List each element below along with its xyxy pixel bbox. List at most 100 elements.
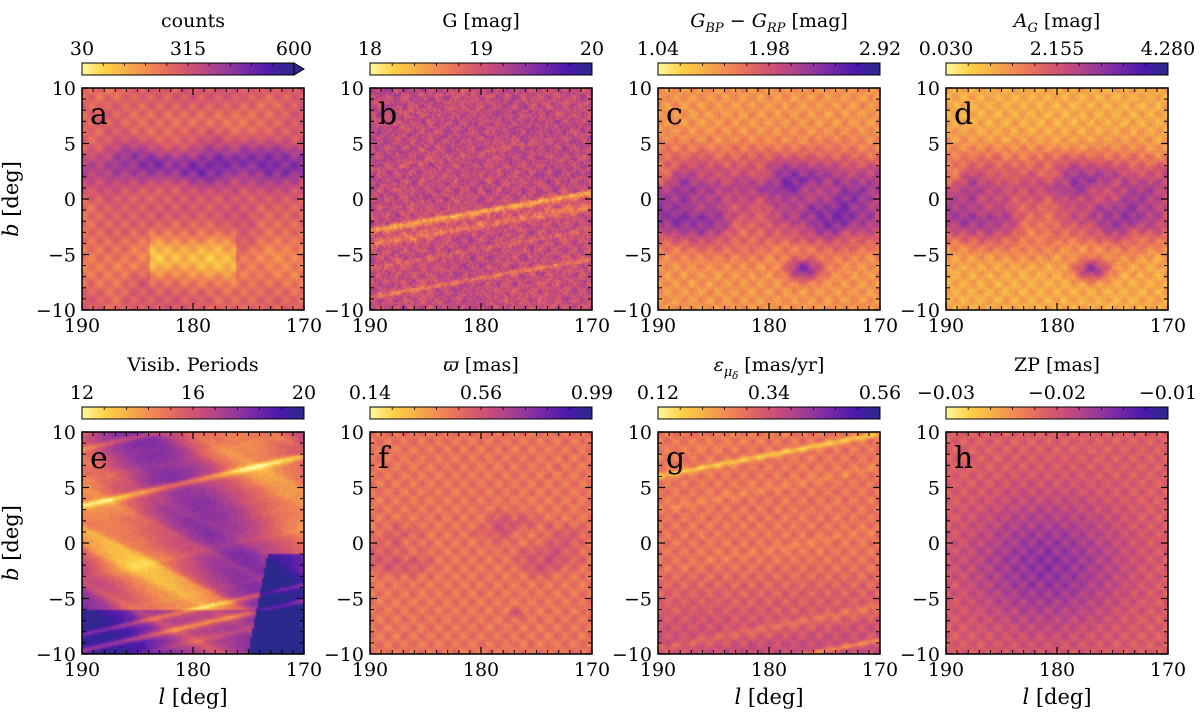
x-tick-label: 190 [640,659,676,681]
y-tick-label: 5 [928,478,940,500]
x-tick-label: 190 [352,315,388,337]
colorbar-tick-label: 20 [580,38,604,60]
colorbar-tick-label: 0.14 [349,382,391,404]
colorbar-tick-label: 600 [276,38,312,60]
colorbar-tick-label: 0.56 [460,382,502,404]
y-tick-label: 5 [352,478,364,500]
y-tick-label: 0 [64,189,76,211]
colorbar-label: Visib. Periods [126,354,258,376]
x-tick-label: 190 [928,659,964,681]
y-tick-label: 5 [640,478,652,500]
colorbar-tick-label: 2.92 [859,38,901,60]
colorbar-label: GBP − GRP [mag] [690,10,848,36]
heatmap-image [658,432,880,654]
colorbar-label: G [mag] [442,10,520,32]
y-tick-label: 0 [640,189,652,211]
heatmap-image [370,432,592,654]
y-axis-label: b [deg] [0,505,23,581]
colorbar-tick-label: 0.030 [919,38,973,60]
x-tick-label: 180 [1039,659,1075,681]
colorbar-tick-label: 1.04 [637,38,679,60]
y-tick-label: 5 [352,134,364,156]
y-tick-label: −10 [36,644,76,666]
y-tick-label: 5 [928,134,940,156]
y-axis-label: b [deg] [0,161,23,237]
x-tick-label: 170 [1150,659,1186,681]
y-tick-label: −10 [324,644,364,666]
colorbar-extend-arrow [293,62,305,76]
x-tick-label: 180 [751,315,787,337]
x-tick-label: 170 [286,659,322,681]
y-tick-label: −10 [324,300,364,322]
y-tick-label: −5 [336,589,364,611]
panel-label: h [954,441,973,476]
x-tick-label: 170 [286,315,322,337]
x-tick-label: 190 [64,659,100,681]
y-tick-label: 5 [64,478,76,500]
x-tick-label: 170 [574,315,610,337]
colorbar-label: εμδ [mas/yr] [714,354,825,382]
y-tick-label: 10 [340,422,364,444]
x-axis-label: l [deg] [734,685,803,709]
colorbar-tick-label: −0.03 [917,382,975,404]
y-tick-label: 10 [628,422,652,444]
colorbar-tick-label: 2.155 [1030,38,1084,60]
colorbar-tick-label: −0.02 [1028,382,1086,404]
x-tick-label: 170 [862,315,898,337]
y-tick-label: 0 [928,189,940,211]
y-tick-label: 5 [640,134,652,156]
colorbar-tick-label: 20 [292,382,316,404]
x-tick-label: 190 [352,659,388,681]
y-tick-label: 10 [340,78,364,100]
panel-label: g [666,441,685,476]
colorbar-label: ϖ [mas] [443,354,518,376]
colorbar-tick-label: 12 [70,382,94,404]
panel-label: c [666,97,683,132]
colorbar-tick-label: 315 [170,38,206,60]
y-tick-label: 0 [352,189,364,211]
y-tick-label: −10 [900,300,940,322]
heatmap-image [658,88,880,310]
colorbar-label: AG [mag] [1012,10,1101,36]
heatmap-image [82,432,304,654]
colorbar-tick-label: 0.56 [859,382,901,404]
colorbar-label: ZP [mas] [1014,354,1100,376]
y-tick-label: −5 [624,245,652,267]
panel-label: a [90,97,108,132]
x-tick-label: 170 [862,659,898,681]
y-tick-label: −5 [624,589,652,611]
colorbar-label: counts [161,10,225,32]
colorbar-tick-label: 19 [469,38,493,60]
y-tick-label: 0 [352,533,364,555]
panel-label: e [90,441,108,476]
colorbar-tick-label: 0.99 [571,382,613,404]
y-tick-label: 0 [64,533,76,555]
y-tick-label: −10 [900,644,940,666]
heatmap-image [82,88,304,310]
y-tick-label: 10 [628,78,652,100]
panel-label: d [954,97,973,132]
y-tick-label: −5 [336,245,364,267]
x-tick-label: 190 [928,315,964,337]
x-tick-label: 180 [463,315,499,337]
x-tick-label: 180 [175,315,211,337]
panel-label: b [378,97,397,132]
colorbar-tick-label: 18 [358,38,382,60]
heatmap-image [946,432,1168,654]
y-tick-label: 10 [52,78,76,100]
x-tick-label: 190 [640,315,676,337]
x-tick-label: 180 [463,659,499,681]
colorbar-tick-label: −0.01 [1139,382,1197,404]
y-tick-label: −5 [912,589,940,611]
y-tick-label: 0 [640,533,652,555]
colorbar-tick-label: 30 [70,38,94,60]
y-tick-label: −5 [48,245,76,267]
x-tick-label: 180 [175,659,211,681]
